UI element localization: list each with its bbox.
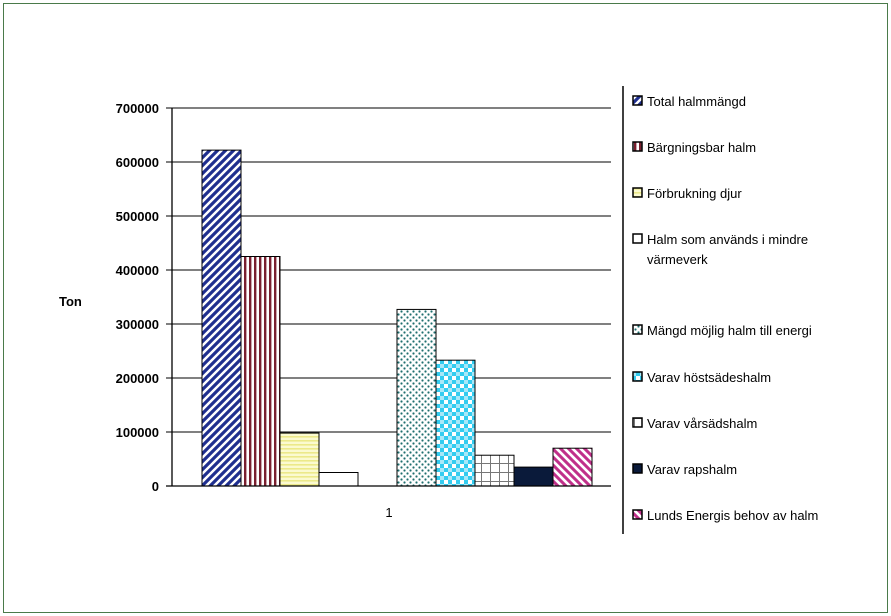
legend-label: Varav höstsädeshalm bbox=[647, 370, 771, 385]
y-tick-label: 500000 bbox=[116, 209, 159, 224]
chart-frame: 0 100000 200000 300000 400000 500000 600000 700… bbox=[3, 3, 888, 613]
bar bbox=[240, 256, 281, 487]
legend-swatch bbox=[632, 417, 643, 428]
legend-label: Varav vårsädshalm bbox=[647, 416, 757, 431]
legend-swatch bbox=[632, 509, 643, 520]
legend-label: Lunds Energis behov av halm bbox=[647, 508, 818, 523]
y-tick-label: 600000 bbox=[116, 155, 159, 170]
bar bbox=[279, 432, 320, 487]
y-axis-tick-labels: 0 100000 200000 300000 400000 500000 600000 700… bbox=[116, 101, 172, 494]
bar bbox=[318, 472, 359, 487]
bar bbox=[474, 454, 515, 487]
y-tick-label: 700000 bbox=[116, 101, 159, 116]
y-tick-label: 300000 bbox=[116, 317, 159, 332]
legend-swatch bbox=[632, 187, 643, 198]
y-tick-label: 100000 bbox=[116, 425, 159, 440]
y-tick-label: 400000 bbox=[116, 263, 159, 278]
legend-swatch bbox=[632, 141, 643, 152]
y-tick-label: 200000 bbox=[116, 371, 159, 386]
legend: Total halmmängd Bärgningsbar halm Förbrukn… bbox=[632, 94, 818, 523]
legend-label: Mängd möjlig halm till energi bbox=[647, 323, 812, 338]
y-axis-label: Ton bbox=[59, 294, 82, 309]
legend-swatch bbox=[632, 233, 643, 244]
bar bbox=[435, 359, 476, 487]
legend-swatch bbox=[632, 324, 643, 335]
legend-label: Varav rapshalm bbox=[647, 462, 737, 477]
bar bbox=[396, 308, 437, 487]
legend-swatch bbox=[632, 95, 643, 106]
bar bbox=[201, 149, 242, 487]
legend-label: Halm som används i mindre värmeverk bbox=[647, 232, 808, 267]
bar bbox=[552, 447, 593, 487]
legend-swatch bbox=[632, 463, 643, 474]
y-tick-label: 0 bbox=[152, 479, 159, 494]
legend-label: Total halmmängd bbox=[647, 94, 746, 109]
bars bbox=[201, 149, 593, 487]
legend-label: Bärgningsbar halm bbox=[647, 140, 756, 155]
legend-swatch bbox=[632, 371, 643, 382]
x-axis-category-label: 1 bbox=[385, 505, 392, 520]
bar bbox=[513, 466, 554, 487]
legend-label: Förbrukning djur bbox=[647, 186, 742, 201]
bar-chart: 0 100000 200000 300000 400000 500000 600000 700… bbox=[59, 86, 818, 534]
